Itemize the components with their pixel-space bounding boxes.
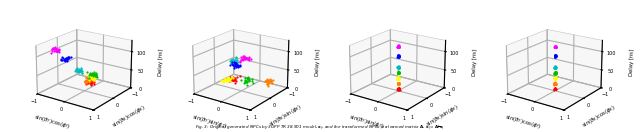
Y-axis label: $\sin(\theta_R)\cos(\phi_R)$: $\sin(\theta_R)\cos(\phi_R)$ xyxy=(580,102,618,130)
X-axis label: $\sin(\theta_T)\sin(\phi_T)$: $\sin(\theta_T)\sin(\phi_T)$ xyxy=(191,113,228,131)
Y-axis label: $\sin(\theta_R)\cos(\phi_R)$: $\sin(\theta_R)\cos(\phi_R)$ xyxy=(110,102,148,130)
Text: Fig. 3: Original generated MPCs by 3GPP TR 38.901 model, $\mathbf{x}_l$, and the: Fig. 3: Original generated MPCs by 3GPP … xyxy=(195,123,445,132)
X-axis label: $\sin(\theta_T)\cos(\phi_T)$: $\sin(\theta_T)\cos(\phi_T)$ xyxy=(33,112,72,131)
Y-axis label: $\sin(\theta_R)\sin(\phi_R)$: $\sin(\theta_R)\sin(\phi_R)$ xyxy=(424,103,461,129)
Y-axis label: $\sin(\theta_R)\sin(\phi_R)$: $\sin(\theta_R)\sin(\phi_R)$ xyxy=(268,103,304,129)
X-axis label: $\sin(\theta_T)\sin(\phi_T)$: $\sin(\theta_T)\sin(\phi_T)$ xyxy=(348,113,385,131)
X-axis label: $\sin(\theta_T)\cos(\phi_T)$: $\sin(\theta_T)\cos(\phi_T)$ xyxy=(504,112,543,131)
